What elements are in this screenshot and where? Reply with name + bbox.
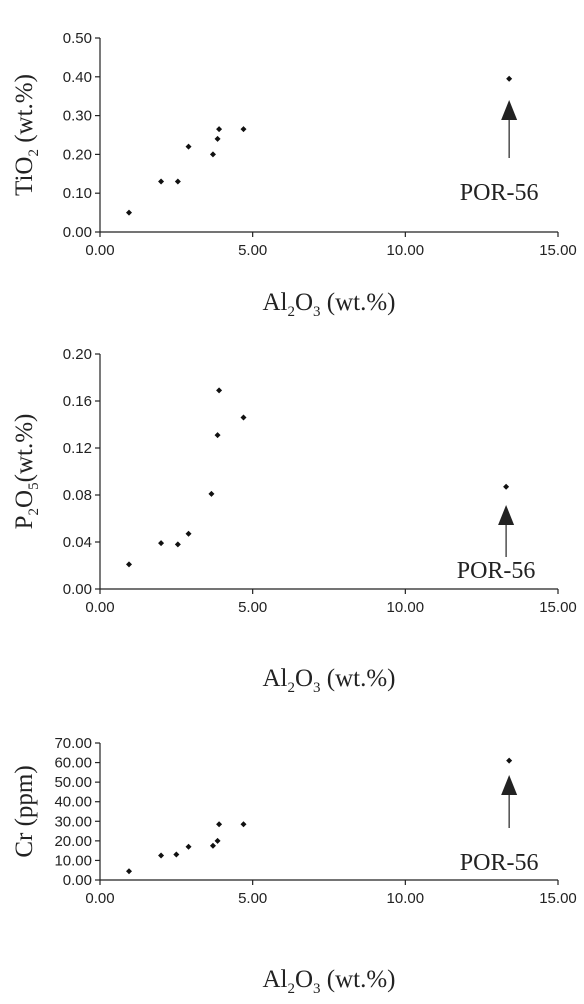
data-point <box>216 387 223 394</box>
annotation-arrow-head <box>501 775 518 795</box>
data-point <box>240 821 247 828</box>
annotation-arrow-head <box>501 100 518 120</box>
panel-1: 0.00 0.10 0.20 0.30 0.40 0.50 0.00 5.00 10.00 15.… <box>11 30 577 320</box>
data-point <box>209 151 216 158</box>
data-point <box>503 483 510 490</box>
data-point <box>126 209 133 216</box>
y-tick-label: 70.00 <box>54 735 92 752</box>
y-tick-label: 0.00 <box>63 872 92 889</box>
y-tick-label: 0.40 <box>63 69 92 86</box>
y-tick-label: 20.00 <box>54 833 92 850</box>
panel-3: 0.00 10.00 20.00 30.00 40.00 50.00 60.00 70.00 0… <box>11 735 577 997</box>
x-tick-label: 0.00 <box>85 242 114 259</box>
y-tick-label: 60.00 <box>54 755 92 772</box>
data-point <box>216 126 223 133</box>
y-axis-label: Cr (ppm) <box>11 765 38 857</box>
panel-2: 0.00 0.04 0.08 0.12 0.16 0.20 0.00 5.00 10.00 15.… <box>11 346 577 696</box>
data-point <box>214 837 221 844</box>
data-point <box>506 757 513 764</box>
x-tick-label: 5.00 <box>238 599 267 616</box>
data-point <box>209 842 216 849</box>
y-tick-label: 0.12 <box>63 440 92 457</box>
annotation-label: POR-56 <box>460 180 539 206</box>
y-tick-label: 0.30 <box>63 108 92 125</box>
data-point <box>174 541 181 548</box>
y-tick-label: 0.10 <box>63 185 92 202</box>
data-point <box>506 75 513 82</box>
annotation-label: POR-56 <box>457 558 536 584</box>
data-point <box>214 135 221 142</box>
data-point <box>126 868 133 875</box>
data-point <box>158 178 165 185</box>
data-point <box>216 821 223 828</box>
y-tick-label: 50.00 <box>54 774 92 791</box>
x-tick-label: 15.00 <box>539 242 577 259</box>
x-tick-label: 0.00 <box>85 599 114 616</box>
y-tick-label: 0.16 <box>63 393 92 410</box>
data-point <box>158 852 165 859</box>
y-tick-label: 0.20 <box>63 146 92 163</box>
annotation-arrow-head <box>498 505 515 525</box>
x-tick-label: 15.00 <box>539 599 577 616</box>
data-point <box>214 432 221 439</box>
x-tick-label: 5.00 <box>238 242 267 259</box>
data-point <box>158 540 165 547</box>
data-point <box>126 561 133 568</box>
data-point <box>185 530 192 537</box>
data-point <box>240 414 247 421</box>
data-point <box>174 178 181 185</box>
x-tick-label: 5.00 <box>238 890 267 907</box>
data-point <box>208 490 215 497</box>
x-tick-label: 10.00 <box>387 890 425 907</box>
y-tick-label: 0.00 <box>63 224 92 241</box>
annotation-label: POR-56 <box>460 850 539 876</box>
x-tick-label: 10.00 <box>387 599 425 616</box>
x-axis-label: Al2O3 (wt.%) <box>262 289 395 320</box>
y-tick-label: 0.08 <box>63 487 92 504</box>
y-tick-label: 30.00 <box>54 813 92 830</box>
y-axis-label: TiO2 (wt.%) <box>11 74 42 196</box>
y-tick-label: 40.00 <box>54 794 92 811</box>
data-point <box>173 851 180 858</box>
x-tick-label: 0.00 <box>85 890 114 907</box>
y-tick-label: 10.00 <box>54 852 92 869</box>
data-point <box>240 126 247 133</box>
data-point <box>185 143 192 150</box>
y-axis-label: P2O5(wt.%) <box>11 414 42 530</box>
y-tick-label: 0.04 <box>63 534 92 551</box>
x-tick-label: 15.00 <box>539 890 577 907</box>
y-tick-label: 0.20 <box>63 346 92 363</box>
data-point <box>185 843 192 850</box>
x-axis-label: Al2O3 (wt.%) <box>262 665 395 696</box>
x-tick-label: 10.00 <box>387 242 425 259</box>
y-tick-label: 0.50 <box>63 30 92 47</box>
x-axis-label: Al2O3 (wt.%) <box>262 966 395 997</box>
y-tick-label: 0.00 <box>63 581 92 598</box>
